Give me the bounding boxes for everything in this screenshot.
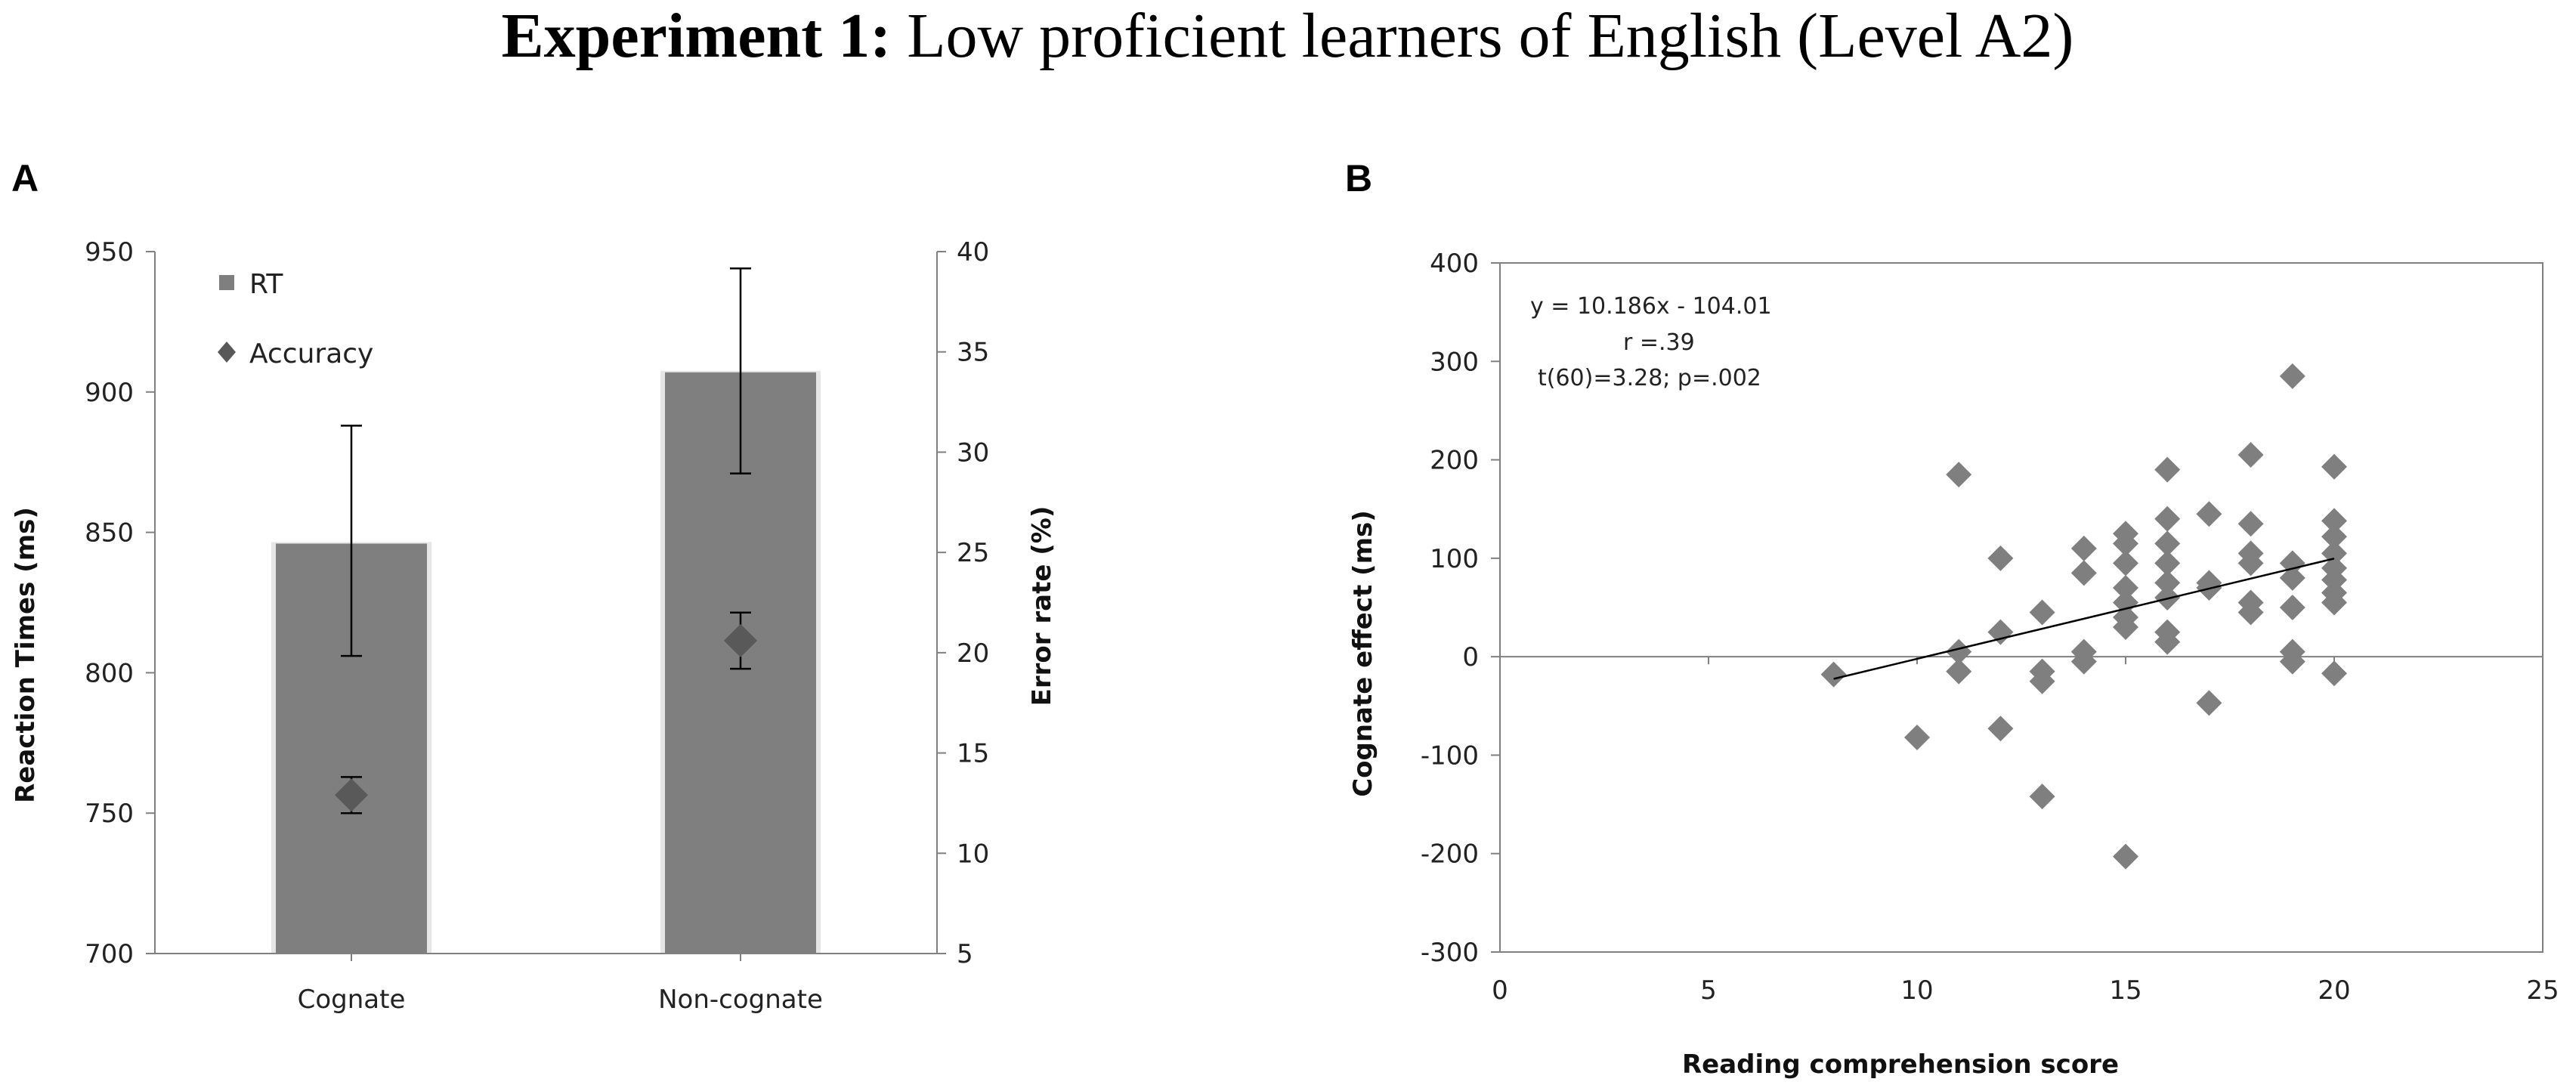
panel-b-label: B: [1345, 157, 1372, 199]
panel-a-right-axis-label: Error rate (%): [1027, 506, 1057, 706]
right-tick-label: 20: [957, 638, 989, 669]
left-tick-label: 850: [85, 518, 134, 549]
scatter-point: [2279, 564, 2305, 591]
scatter-point: [2113, 843, 2138, 870]
scatter-point: [2279, 363, 2305, 389]
y-tick-label: -200: [1421, 839, 1479, 870]
legend-accuracy-label: Accuracy: [249, 338, 373, 369]
y-tick-label: -100: [1421, 740, 1479, 771]
plot-area-border: [1499, 262, 2544, 953]
scatter-point: [1946, 658, 1972, 685]
right-tick-label: 5: [957, 939, 973, 969]
y-tick-label: 0: [1462, 642, 1479, 672]
scatter-point: [2321, 524, 2347, 550]
y-tick-label: 300: [1430, 347, 1479, 377]
scatter-point: [2070, 560, 2097, 586]
right-tick-label: 40: [957, 237, 989, 267]
scatter-point: [2113, 530, 2138, 557]
panel-a-label: A: [11, 157, 39, 199]
scatter-point: [2154, 505, 2181, 532]
panel-b-chart: B -300 -200 -100 0 100 200 300 400 0 5 10 15 20 25 y …: [1345, 157, 2559, 1080]
accuracy-marker: [335, 778, 368, 812]
scatter-point: [1987, 716, 2014, 742]
scatter-point: [2321, 660, 2347, 687]
scatter-point: [2321, 508, 2347, 534]
scatter-point: [2154, 550, 2181, 577]
trendline: [1833, 558, 2335, 680]
scatter-point: [2279, 648, 2305, 675]
scatter-point: [2237, 511, 2264, 537]
scatter-point: [2029, 668, 2055, 694]
scatter-point: [2154, 629, 2181, 655]
panel-b-x-axis-label: Reading comprehension score: [1682, 1049, 2119, 1080]
scatter-point: [1987, 619, 2014, 645]
x-tick-label: 5: [1700, 975, 1717, 1006]
scatter-point: [1904, 724, 1930, 750]
accuracy-marker: [724, 623, 757, 657]
scatter-point: [1946, 462, 1972, 488]
y-tick-label: 400: [1430, 249, 1479, 279]
scatter-point: [2237, 550, 2264, 577]
scatter-point: [2029, 599, 2055, 626]
scatter-point: [1820, 661, 1847, 688]
x-tick-label: 10: [1900, 975, 1933, 1006]
x-tick-label: 15: [2109, 975, 2142, 1006]
left-tick-label: 900: [85, 378, 134, 408]
trendline-equation: y = 10.186x - 104.01: [1530, 293, 1772, 320]
figure-title-bold: Experiment 1:: [502, 1, 892, 71]
legend-accuracy-swatch: [218, 342, 236, 363]
right-tick-label: 35: [957, 338, 989, 368]
scatter-point: [2113, 550, 2138, 577]
scatter-point: [2113, 574, 2138, 601]
left-tick-label: 800: [85, 658, 134, 688]
right-tick-label: 25: [957, 538, 989, 568]
scatter-point: [2321, 453, 2347, 480]
scatter-point: [2237, 599, 2264, 626]
figure-title-rest: Low proficient learners of English (Leve…: [891, 1, 2073, 71]
y-tick-label: 200: [1430, 446, 1479, 476]
scatter-point: [2154, 530, 2181, 557]
left-tick-label: 700: [85, 939, 134, 969]
scatter-point: [2237, 442, 2264, 468]
left-tick-label: 750: [85, 799, 134, 829]
panel-a-legend: RT Accuracy: [218, 269, 373, 369]
scatter-point: [1987, 545, 2014, 571]
scatter-point: [2070, 535, 2097, 561]
scatter-point: [2070, 648, 2097, 675]
scatter-point: [2154, 570, 2181, 596]
x-tick-label: 20: [2318, 975, 2350, 1006]
scatter-point: [2154, 456, 2181, 483]
scatter-point: [2321, 589, 2347, 616]
right-tick-label: 15: [957, 739, 989, 769]
t-test-text: t(60)=3.28; p=.002: [1538, 365, 1761, 391]
x-tick-label: Cognate: [298, 985, 406, 1015]
panel-b-y-axis-label: Cognate effect (ms): [1348, 510, 1378, 797]
y-tick-label: -300: [1421, 938, 1479, 968]
legend-rt-swatch: [219, 275, 234, 290]
y-tick-label: 100: [1430, 544, 1479, 574]
panel-a-chart: A 700 750 800 850 900 950 5 10 15 20 25 30 35 40 Cogna…: [11, 157, 1057, 1015]
scatter-point: [2113, 589, 2138, 616]
scatter-point: [1946, 638, 1972, 665]
panel-a-left-axis-label: Reaction Times (ms): [11, 507, 41, 803]
correlation-text: r =.39: [1623, 329, 1695, 356]
scatter-point: [2154, 584, 2181, 611]
right-tick-label: 10: [957, 839, 989, 869]
legend-rt-label: RT: [249, 269, 283, 300]
scatter-point: [2196, 690, 2222, 716]
x-tick-label: 0: [1492, 975, 1508, 1006]
left-tick-label: 950: [85, 237, 134, 267]
figure-title: Experiment 1: Low proficient learners of…: [502, 1, 2074, 71]
scatter-point: [2029, 784, 2055, 810]
right-tick-label: 30: [957, 437, 989, 468]
scatter-point: [2196, 501, 2222, 527]
x-tick-label: Non-cognate: [658, 985, 823, 1015]
x-tick-label: 25: [2526, 975, 2559, 1006]
scatter-point: [2279, 595, 2305, 620]
scatter-point: [2113, 614, 2138, 641]
